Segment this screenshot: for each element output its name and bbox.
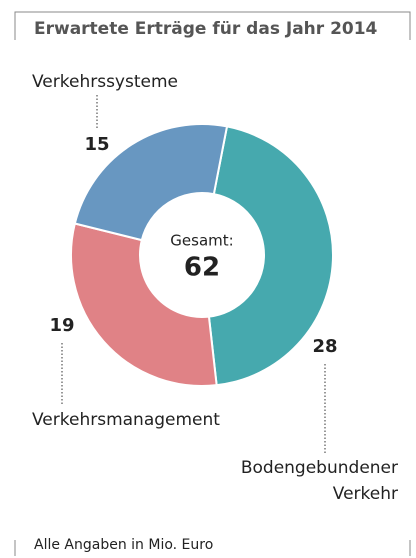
value-label: 28 [312, 336, 337, 357]
total-value: 62 [184, 253, 220, 283]
category-label: Verkehrssysteme [32, 72, 178, 92]
value-label: 15 [84, 134, 109, 155]
frame-bottom [14, 540, 411, 556]
category-label: Verkehr [333, 484, 398, 504]
value-label: 19 [49, 315, 74, 336]
total-label: Gesamt: [170, 232, 233, 250]
donut-segment [70, 222, 218, 387]
category-label: Verkehrsmanagement [32, 410, 220, 430]
chart-title: Erwartete Erträge für das Jahr 2014 [34, 19, 378, 39]
frame-top [14, 11, 411, 40]
category-label: Bodengebundener [241, 458, 398, 478]
donut-segment [207, 125, 334, 387]
footnote: Alle Angaben in Mio. Euro [34, 537, 213, 553]
donut-segment [73, 123, 229, 242]
